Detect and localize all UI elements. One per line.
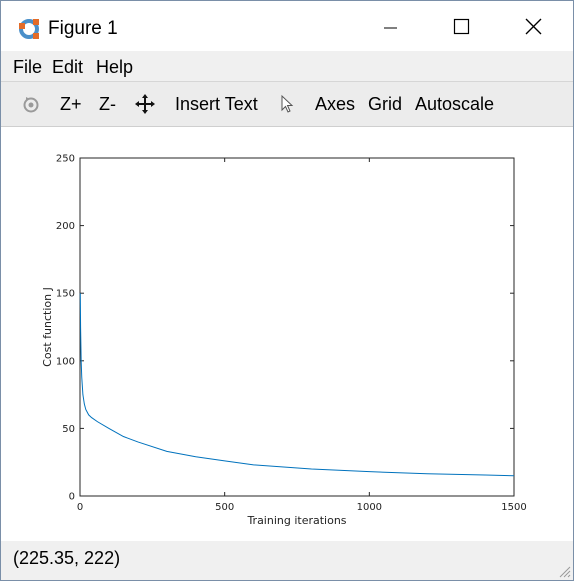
close-icon [525, 18, 542, 35]
y-axis-label: Cost function J [41, 287, 54, 367]
window-title: Figure 1 [48, 18, 118, 39]
y-tick-label: 250 [56, 154, 75, 165]
grid-button[interactable]: Grid [368, 94, 403, 114]
insert-text-button[interactable]: Insert Text [175, 94, 258, 114]
title-bar[interactable]: Figure 1 [1, 1, 573, 51]
rotate-icon[interactable] [20, 93, 42, 115]
resize-grip-icon[interactable] [557, 564, 571, 578]
cost-chart: 0 50 100 150 200 250 0 500 1000 1500 Training it… [41, 154, 527, 528]
status-bar: (225.35, 222) [1, 541, 573, 580]
autoscale-button[interactable]: Autoscale [415, 94, 495, 114]
y-tick-label: 0 [69, 492, 75, 503]
menu-bar: File Edit Help [1, 51, 573, 82]
y-tick-label: 50 [62, 424, 75, 435]
select-arrow-icon[interactable] [277, 93, 299, 115]
figure-toolbar: Z+ Z- Insert Text Axes Grid Autoscale [1, 82, 573, 127]
x-tick-label: 1000 [357, 502, 382, 513]
minimize-button[interactable] [359, 1, 421, 51]
menu-edit[interactable]: Edit [52, 57, 84, 77]
menu-file[interactable]: File [13, 57, 43, 77]
axes-box [79, 157, 515, 497]
x-tick-label: 0 [77, 502, 83, 513]
y-tick-label: 200 [56, 221, 75, 232]
zoom-out-button[interactable]: Z- [99, 94, 116, 114]
minimize-icon [384, 27, 397, 29]
x-tick-label: 1500 [501, 502, 526, 513]
cursor-coordinates: (225.35, 222) [13, 548, 121, 568]
zoom-in-button[interactable]: Z+ [60, 94, 82, 114]
y-tick-label: 100 [56, 356, 75, 367]
maximize-button[interactable] [431, 1, 493, 51]
maximize-icon [453, 18, 470, 35]
x-axis-label: Training iterations [246, 514, 346, 527]
octave-logo-icon [19, 19, 39, 39]
pan-icon[interactable] [134, 93, 156, 115]
cost-curve [79, 293, 515, 477]
axes-button[interactable]: Axes [315, 94, 356, 114]
close-button[interactable] [503, 1, 565, 51]
menu-help[interactable]: Help [96, 57, 134, 77]
y-tick-label: 150 [56, 289, 75, 300]
plot-canvas[interactable]: 0 50 100 150 200 250 0 500 1000 1500 Training it… [1, 127, 573, 541]
x-tick-label: 500 [215, 502, 234, 513]
